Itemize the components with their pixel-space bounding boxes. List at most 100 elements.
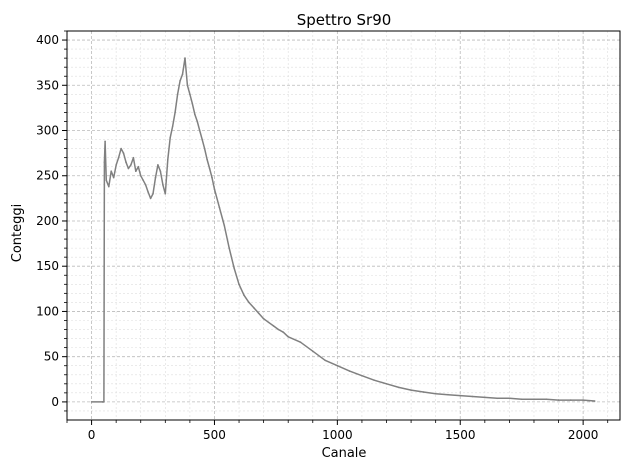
x-tick-label: 2000	[568, 428, 599, 442]
data-point	[201, 138, 203, 141]
data-point	[287, 336, 290, 338]
data-point	[218, 206, 221, 209]
plot-frame	[66, 30, 621, 421]
data-point	[203, 147, 206, 150]
data-point	[103, 161, 106, 163]
data-point	[194, 113, 196, 115]
data-point	[434, 393, 437, 395]
y-tick-label: 350	[36, 78, 59, 92]
data-point	[373, 379, 376, 382]
data-point	[253, 307, 255, 309]
data-point	[162, 184, 164, 186]
data-point	[299, 341, 302, 344]
x-tick-label: 0	[88, 428, 96, 442]
data-point	[248, 301, 250, 304]
data-point	[459, 394, 462, 397]
minor-grid	[66, 30, 620, 420]
x-tick-label: 500	[203, 428, 226, 442]
data-point	[90, 401, 93, 403]
data-point	[191, 102, 194, 105]
data-point	[496, 397, 498, 400]
data-point	[104, 140, 106, 143]
data-point	[206, 158, 208, 161]
y-tick-label: 50	[44, 350, 59, 364]
data-point	[422, 391, 425, 393]
data-point	[196, 120, 199, 123]
data-point	[208, 167, 211, 170]
data-point	[167, 158, 169, 161]
data-point	[257, 312, 260, 315]
data-point	[171, 125, 174, 127]
data-point	[159, 170, 162, 172]
data-point	[312, 350, 314, 353]
data-point	[149, 197, 152, 200]
y-tick-label: 0	[51, 395, 59, 409]
data-point	[570, 399, 572, 401]
data-point	[211, 176, 213, 179]
data-point	[410, 389, 412, 391]
data-point	[228, 247, 230, 249]
y-tick-label: 300	[36, 124, 59, 138]
data-point	[164, 193, 167, 195]
data-point	[184, 57, 186, 59]
y-axis-ticks: 0 50 100 150 200 250 300 350 400	[36, 30, 67, 412]
data-point	[361, 374, 363, 377]
data-point	[447, 393, 449, 396]
data-point	[179, 80, 181, 82]
data-point	[582, 399, 584, 401]
data-point	[267, 321, 270, 324]
data-point	[213, 188, 216, 191]
data-point	[108, 185, 110, 188]
data-point	[137, 165, 140, 168]
data-point	[262, 317, 265, 320]
data-point	[144, 184, 147, 186]
y-tick-label: 400	[36, 33, 59, 47]
data-point	[125, 161, 127, 163]
y-tick-label: 100	[36, 304, 59, 318]
data-point	[238, 283, 240, 286]
y-tick-label: 250	[36, 169, 59, 183]
data-point	[157, 164, 159, 166]
data-point	[139, 174, 142, 177]
data-point	[186, 84, 189, 87]
data-point	[398, 386, 400, 389]
data-point	[348, 370, 351, 372]
data-point	[593, 400, 596, 402]
data-point	[282, 331, 285, 334]
data-point	[181, 73, 184, 76]
chart-title: Spettro Sr90	[297, 11, 392, 29]
data-point	[385, 383, 388, 385]
data-point	[272, 325, 275, 327]
data-point	[122, 152, 125, 154]
data-point	[484, 396, 486, 399]
y-axis-label: Conteggi	[10, 204, 25, 262]
data-point	[508, 397, 511, 400]
data-point	[277, 328, 280, 331]
data-point	[557, 399, 560, 401]
x-tick-label: 1500	[445, 428, 476, 442]
data-point	[105, 179, 108, 182]
data-point	[169, 136, 171, 139]
series-layer	[90, 57, 596, 403]
x-tick-label: 1000	[322, 428, 353, 442]
data-point	[233, 267, 235, 269]
data-point	[533, 398, 535, 401]
data-point	[336, 364, 339, 367]
data-point	[152, 193, 154, 195]
y-tick-label: 150	[36, 259, 59, 273]
data-point	[132, 156, 135, 159]
data-point	[142, 179, 144, 182]
data-point	[135, 170, 137, 172]
data-point	[198, 129, 201, 132]
data-point	[130, 164, 132, 166]
x-axis-ticks: 0 500 1000 1500 2000	[66, 420, 609, 442]
data-point	[117, 156, 120, 159]
data-point	[520, 398, 523, 401]
data-point	[147, 191, 149, 193]
data-point	[223, 224, 226, 227]
data-point	[115, 164, 117, 166]
data-point	[112, 176, 115, 179]
data-point	[174, 111, 176, 114]
